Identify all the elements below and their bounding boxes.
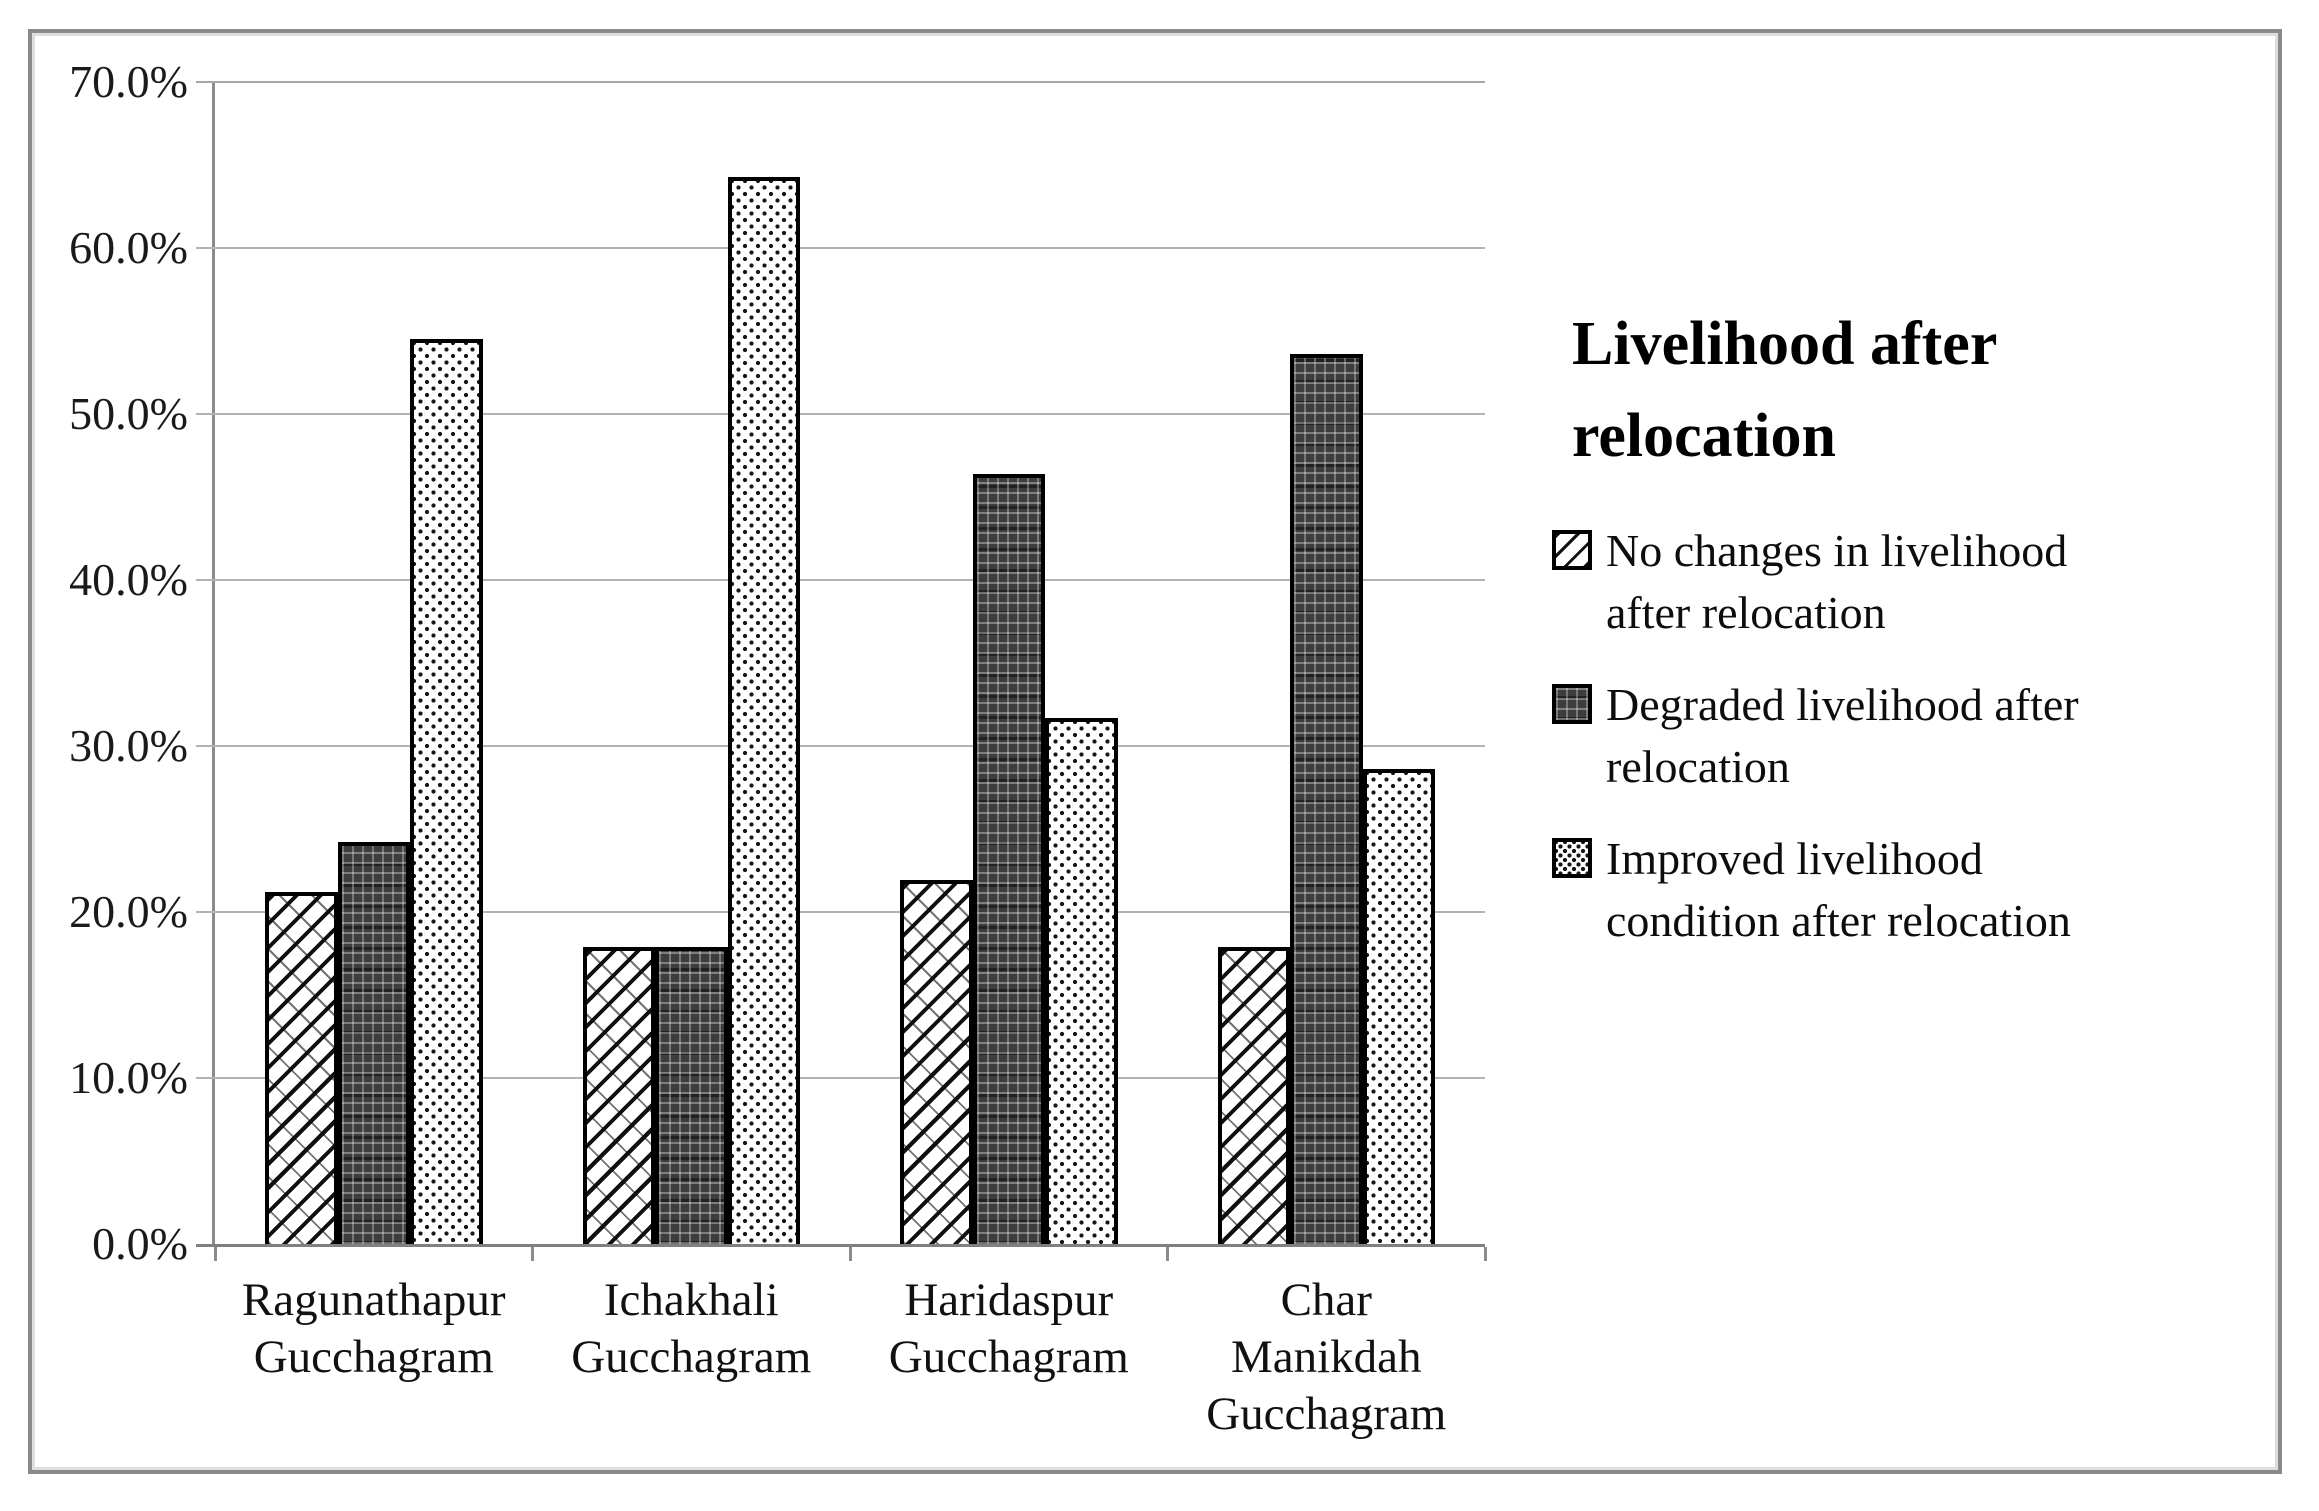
bar-haridaspur-gucchagram-s2 [972, 473, 1045, 1244]
gridline-50 [196, 413, 1485, 415]
legend-item-1: No changes in livelihood after relocatio… [1552, 520, 2172, 644]
bar-char-manikdah-gucchagram-s3 [1362, 769, 1435, 1244]
x-category-label-line: Manikdah [1230, 1331, 1422, 1383]
x-category-label-line: Ragunathapur [241, 1274, 506, 1326]
x-category-label-1: Ragunathapur Gucchagram [204, 1272, 544, 1386]
legend-item-3: Improved livelihood condition after relo… [1552, 828, 2172, 952]
x-category-label-line: Gucchagram [253, 1331, 494, 1383]
bar-ragunathapur-gucchagram-s3 [410, 339, 483, 1244]
legend: No changes in livelihood after relocatio… [1552, 520, 2172, 982]
x-category-label-line: Char [1280, 1274, 1372, 1326]
x-axis-tick [213, 1247, 217, 1261]
x-category-label-3: Haridaspur Gucchagram [839, 1272, 1179, 1386]
legend-item-2: Degraded livelihood after relocation [1552, 674, 2172, 798]
x-category-label-line: Gucchagram [888, 1331, 1129, 1383]
bar-ragunathapur-gucchagram-s2 [337, 842, 410, 1244]
legend-swatch-diagonal-hatch [1552, 530, 1592, 570]
gridline-10 [196, 1077, 1485, 1079]
x-axis-tick [1483, 1247, 1487, 1261]
x-category-label-4: Char Manikdah Gucchagram [1156, 1272, 1496, 1443]
legend-title: Livelihood after relocation [1572, 310, 1997, 470]
legend-label: Degraded livelihood after relocation [1606, 679, 2079, 792]
x-category-label-2: Ichakhali Gucchagram [521, 1272, 861, 1386]
y-axis-line [212, 82, 215, 1247]
bar-ichakhali-gucchagram-s1 [582, 946, 655, 1244]
y-tick-label-0: 0.0% [92, 1218, 188, 1269]
bar-char-manikdah-gucchagram-s2 [1290, 354, 1363, 1244]
gridline-30 [196, 745, 1485, 747]
gridline-70 [196, 81, 1485, 83]
bar-ragunathapur-gucchagram-s1 [265, 892, 338, 1244]
y-tick-label-50: 50.0% [69, 388, 188, 439]
y-tick-label-30: 30.0% [69, 720, 188, 771]
legend-label: Improved livelihood condition after relo… [1606, 833, 2071, 946]
y-tick-label-20: 20.0% [69, 886, 188, 937]
gridline-40 [196, 579, 1485, 581]
x-category-label-line: Ichakhali [603, 1274, 779, 1326]
x-axis-tick [1166, 1247, 1169, 1261]
x-axis-line [196, 1244, 1485, 1247]
bar-char-manikdah-gucchagram-s1 [1217, 946, 1290, 1244]
plot-area [196, 81, 1487, 1261]
bar-ichakhali-gucchagram-s2 [655, 946, 728, 1244]
legend-swatch-light-dots [1552, 838, 1592, 878]
x-axis-tick [848, 1247, 852, 1261]
bar-ichakhali-gucchagram-s3 [727, 176, 800, 1244]
y-tick-label-70: 70.0% [69, 56, 188, 107]
y-tick-label-10: 10.0% [69, 1052, 188, 1103]
gridline-20 [196, 911, 1485, 913]
legend-swatch-dark-trellis [1552, 684, 1592, 724]
x-category-label-line: Gucchagram [571, 1331, 812, 1383]
x-axis-tick [531, 1247, 534, 1261]
legend-label: No changes in livelihood after relocatio… [1606, 525, 2068, 638]
y-tick-label-40: 40.0% [69, 554, 188, 605]
bar-haridaspur-gucchagram-s3 [1045, 717, 1118, 1244]
gridline-60 [196, 247, 1485, 249]
x-category-label-line: Haridaspur [904, 1274, 1114, 1326]
y-tick-label-60: 60.0% [69, 222, 188, 273]
bar-haridaspur-gucchagram-s1 [900, 880, 973, 1244]
x-category-label-line: Gucchagram [1206, 1388, 1447, 1440]
